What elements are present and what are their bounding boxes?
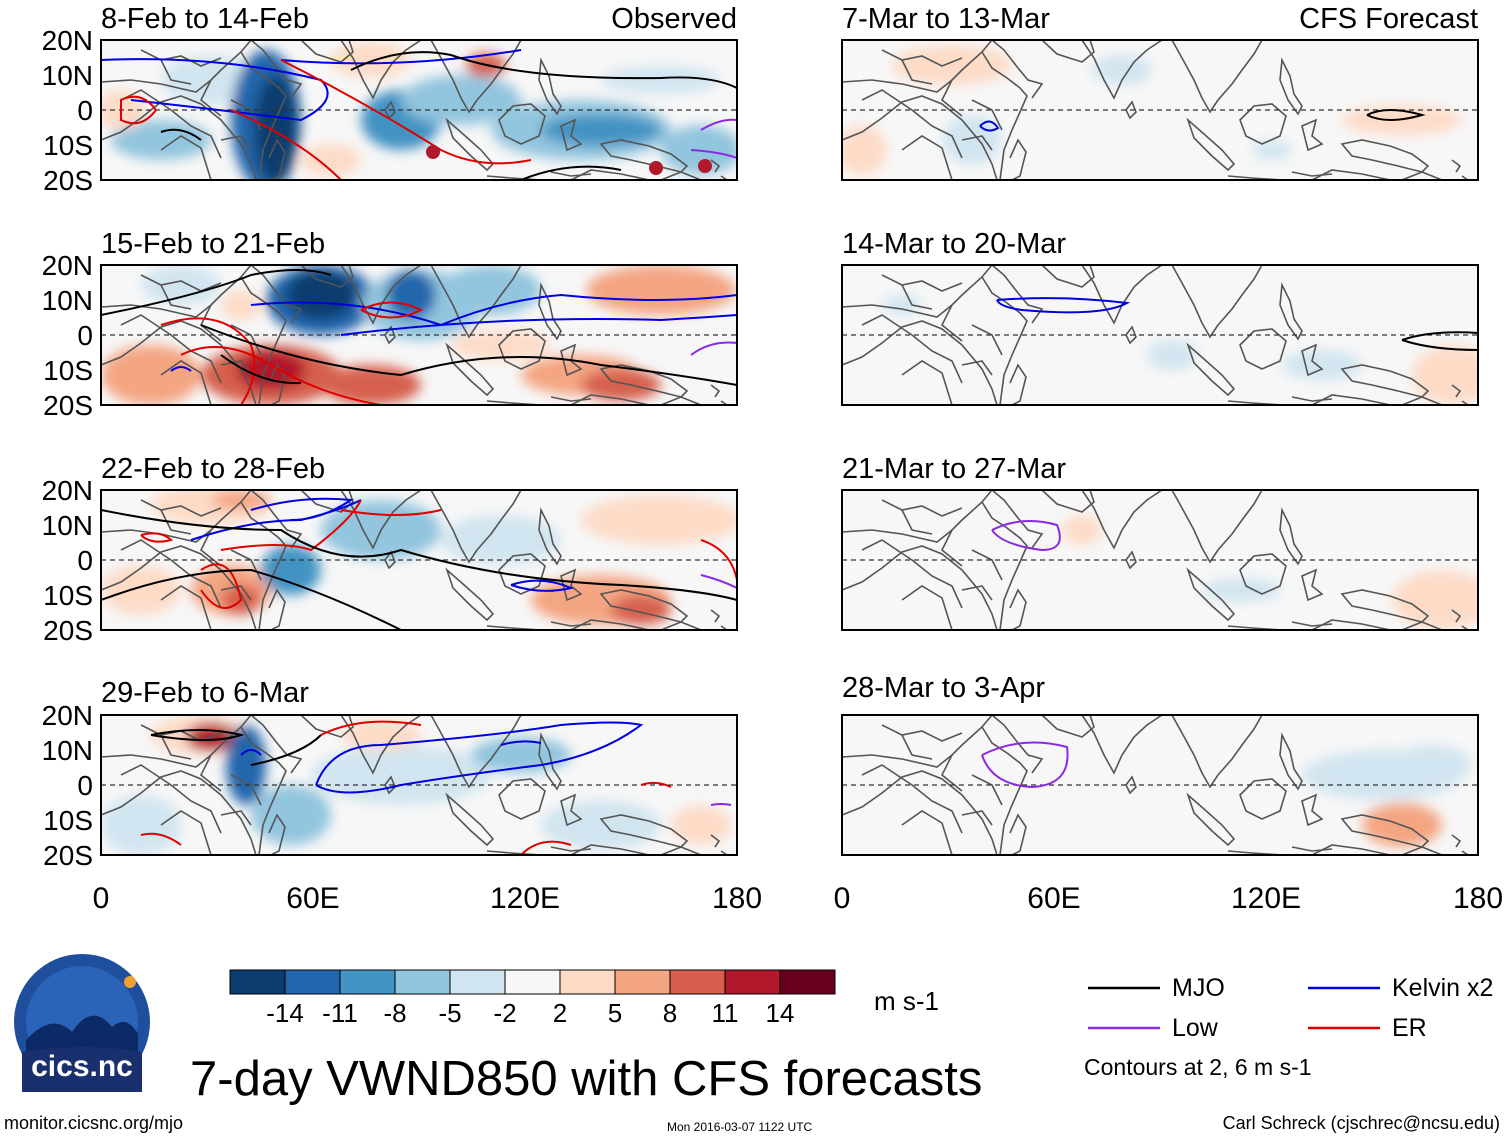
colorbar-swatch [504,969,561,995]
lat-label-row1-2: 0 [77,95,93,126]
forecast-panel-4 [841,714,1479,856]
legend-label-kelvin: Kelvin x2 [1392,974,1494,1002]
legend-label-low: Low [1172,1014,1218,1042]
lat-label-row4-1: 10N [41,735,93,766]
observed-header: Observed [611,3,737,35]
observed-panel-1 [100,39,738,181]
lon-label-left-180: 180 [711,882,763,915]
lat-label-row3-0: 20N [41,475,93,506]
observed-panel-3 [100,489,738,631]
forecast-panel-3 [841,489,1479,631]
colorbar-tick-label: 2 [552,998,568,1028]
lon-label-left-0: 0 [92,882,110,915]
cics-logo [12,952,152,1092]
colorbar-swatch [559,969,616,995]
panel-title-observed-2: 15-Feb to 21-Feb [101,228,326,260]
lat-label-row2-2: 0 [77,320,93,351]
colorbar-tick-label: -11 [322,998,358,1028]
observed-panel-2 [100,264,738,406]
colorbar-swatch [724,969,781,995]
colorbar-swatch [394,969,451,995]
lat-label-row3-2: 0 [77,545,93,576]
lat-label-row3-3: 10S [43,580,93,611]
panel-title-observed-4: 29-Feb to 6-Mar [101,677,309,709]
lat-label-row4-4: 20S [43,840,93,871]
main-title: 7-day VWND850 with CFS forecasts [190,1052,983,1106]
lon-label-left-60: 60E [286,882,340,915]
colorbar-tick-label: -8 [383,998,407,1028]
colorbar-units: m s-1 [874,986,939,1016]
lat-label-row2-0: 20N [41,250,93,281]
lat-label-row3-1: 10N [41,510,93,541]
colorbar-tick-label: -14 [266,998,304,1028]
lat-label-row4-2: 0 [77,770,93,801]
colorbar-tick-label: -5 [438,998,462,1028]
forecast-panel-1 [841,39,1479,181]
lat-label-row2-4: 20S [43,390,93,421]
logo-text: cics.nc [31,1050,133,1083]
forecast-panel-2 [841,264,1479,406]
lon-label-left-120: 120E [489,882,561,915]
panel-title-observed-3: 22-Feb to 28-Feb [101,453,326,485]
footer-url[interactable]: monitor.cicsnc.org/mjo [4,1113,184,1133]
colorbar-swatch [449,969,506,995]
colorbar-tick-label: 5 [607,998,623,1028]
lat-label-row1-0: 20N [41,25,93,56]
panel-title-forecast-4: 28-Mar to 3-Apr [842,672,1046,704]
footer-timestamp: Mon 2016-03-07 1122 UTC [667,1120,813,1134]
panel-title-forecast-3: 21-Mar to 27-Mar [842,453,1067,485]
colorbar-swatch [779,969,836,995]
lat-label-row2-1: 10N [41,285,93,316]
lat-label-row1-4: 20S [43,165,93,196]
lon-label-right-60: 60E [1027,882,1081,915]
colorbar [229,969,836,995]
colorbar-tick-label: 14 [765,998,795,1028]
legend-note: Contours at 2, 6 m s-1 [1084,1054,1312,1080]
colorbar-swatch [284,969,341,995]
forecast-header: CFS Forecast [1299,3,1478,35]
observed-panel-4 [100,714,738,856]
panel-title-forecast-2: 14-Mar to 20-Mar [842,228,1067,260]
lat-label-row1-3: 10S [43,130,93,161]
legend-label-er: ER [1392,1014,1427,1042]
colorbar-tick-label: 11 [711,998,739,1028]
colorbar-swatch [339,969,396,995]
legend-label-mjo: MJO [1172,974,1225,1002]
panel-title-forecast-1: 7-Mar to 13-Mar [842,3,1050,35]
lat-label-row3-4: 20S [43,615,93,646]
lat-label-row2-3: 10S [43,355,93,386]
footer-author: Carl Schreck (cjschrec@ncsu.edu) [1222,1113,1500,1133]
lon-label-right-180: 180 [1452,882,1504,915]
lon-label-right-120: 120E [1230,882,1302,915]
colorbar-swatch [669,969,726,995]
lon-label-right-0: 0 [833,882,851,915]
colorbar-tick-label: 8 [662,998,678,1028]
lat-label-row4-3: 10S [43,805,93,836]
colorbar-tick-label: -2 [493,998,517,1028]
legend [1088,986,1380,1030]
colorbar-swatch [614,969,671,995]
panel-title-observed-1: 8-Feb to 14-Feb [101,3,309,35]
lat-label-row4-0: 20N [41,700,93,731]
colorbar-swatch [229,969,286,995]
lat-label-row1-1: 10N [41,60,93,91]
